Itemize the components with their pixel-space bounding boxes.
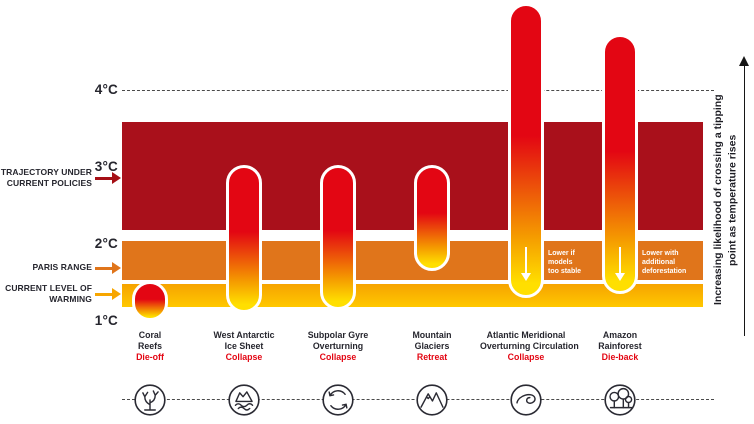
category-label-mountain: Mountain Glaciers Retreat — [386, 330, 478, 362]
right-arrow-icon — [95, 172, 122, 185]
rainforest-icon — [601, 381, 639, 419]
arrow-head — [521, 273, 531, 281]
category-action: Retreat — [416, 352, 448, 363]
category-action: Die-back — [601, 352, 639, 363]
coral-icon — [131, 381, 169, 419]
annotation-paris-range: PARIS RANGE — [0, 262, 122, 274]
note-rainforest: Lower with additional deforestation — [642, 249, 700, 276]
right-axis-label-line2: point as temperature rises — [726, 134, 739, 266]
arrow-shaft — [619, 247, 621, 274]
bar-coral — [132, 280, 168, 322]
note-line: Lower if — [548, 250, 575, 257]
note-line: additional — [642, 259, 676, 267]
category-label-ice-sheet: West Antarctic Ice Sheet Collapse — [198, 330, 290, 362]
lower-estimate-arrow-icon — [614, 247, 626, 282]
annotation-label: PARIS RANGE — [32, 262, 92, 273]
annotation-label: TRAJECTORY UNDER CURRENT POLICIES — [0, 167, 92, 189]
category-label-coral: Coral Reefs Die-off — [104, 330, 196, 362]
category-name-line: Subpolar Gyre — [307, 330, 369, 340]
note-line: too stable — [548, 268, 582, 276]
category-name-line: Ice Sheet — [224, 340, 264, 351]
gridline-4c — [122, 90, 714, 91]
category-name-line: Rainforest — [598, 340, 642, 351]
category-name-line: Overturning Circulation — [480, 340, 579, 351]
axis-tick-4c: 4°C — [94, 82, 118, 97]
right-axis-label: Increasing likelihood of crossing a tipp… — [711, 52, 740, 348]
annotation-label: CURRENT LEVEL OF WARMING — [5, 283, 92, 305]
category-label-amoc: Atlantic Meridional Overturning Circulati… — [480, 330, 579, 363]
category-label-gyre: Subpolar Gyre Overturning Collapse — [292, 330, 384, 362]
category-label-rainforest: Amazon Rainforest Die-back — [574, 330, 666, 362]
bar-gyre — [320, 165, 356, 310]
axis-tick-3c: 3°C — [94, 159, 118, 174]
category-name-line: Mountain — [412, 330, 452, 340]
arrow-shaft — [525, 247, 527, 274]
ice-sheet-icon — [225, 381, 263, 419]
right-arrow-icon — [95, 288, 122, 301]
axis-tick-1c: 1°C — [94, 313, 118, 328]
category-name-line: Atlantic Meridional — [486, 330, 566, 340]
category-action: Collapse — [507, 352, 545, 363]
right-arrow-icon — [95, 262, 122, 274]
category-name-line: Overturning — [312, 340, 364, 351]
category-name-line: Reefs — [138, 340, 162, 351]
note-line: models — [548, 259, 573, 267]
category-name-line: Coral — [138, 330, 162, 340]
up-arrow-icon — [739, 56, 750, 338]
note-amoc: Lower if models too stable — [548, 249, 606, 276]
mountain-icon — [413, 381, 451, 419]
bar-mountain — [414, 165, 450, 272]
right-axis-label-line1: Increasing likelihood of crossing a tipp… — [711, 94, 724, 306]
axis-tick-2c: 2°C — [94, 236, 118, 251]
category-name-line: Amazon — [602, 330, 638, 340]
bar-ice-sheet — [226, 165, 262, 314]
note-line: Lower with — [642, 250, 679, 257]
note-line: deforestation — [642, 268, 687, 276]
amoc-icon — [507, 381, 545, 419]
category-action: Die-off — [136, 352, 164, 363]
arrow-head — [615, 273, 625, 281]
annotation-current-warming: CURRENT LEVEL OF WARMING — [0, 283, 122, 305]
category-action: Collapse — [319, 352, 357, 363]
gyre-icon — [319, 381, 357, 419]
band-current-level-of-warming — [122, 283, 703, 307]
lower-estimate-arrow-icon — [520, 247, 532, 282]
category-name-line: Glaciers — [414, 340, 450, 351]
annotation-trajectory-current-policies: TRAJECTORY UNDER CURRENT POLICIES — [0, 167, 122, 189]
category-action: Collapse — [225, 352, 263, 363]
category-name-line: West Antarctic — [213, 330, 275, 340]
